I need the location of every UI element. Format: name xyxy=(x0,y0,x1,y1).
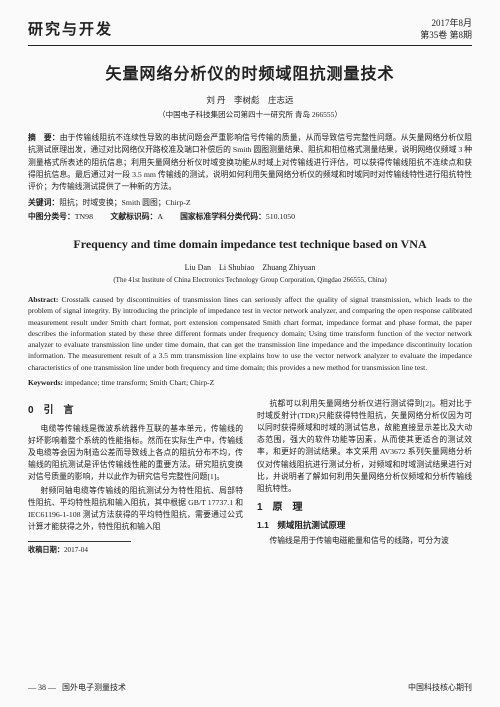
body-columns: 0 引 言 电缆等传输线是微波系统器件互联的基本单元，传输线的好坏影响着整个系统… xyxy=(28,398,472,556)
affiliation-english: (The 41st Institute of China Electronics… xyxy=(28,276,472,284)
footer: — 38 — 国外电子测量技术 中国科技核心期刊 xyxy=(28,682,472,693)
section-name: 研究与开发 xyxy=(28,18,113,39)
footer-left: — 38 — 国外电子测量技术 xyxy=(28,682,126,693)
issue-info: 2017年8月 第35卷 第8期 xyxy=(420,18,472,41)
section-0-para-1: 电缆等传输线是微波系统器件互联的基本单元，传输线的好坏影响着整个系统的性能指标。… xyxy=(28,423,243,483)
section-1-1-head: 1.1 频域阻抗测试原理 xyxy=(257,519,472,532)
page: 研究与开发 2017年8月 第35卷 第8期 矢量网络分析仪的时频域阻抗测量技术… xyxy=(0,0,500,707)
abstract-english: Abstract: Crosstalk caused by discontinu… xyxy=(28,294,472,373)
doc-code-val: A xyxy=(157,212,162,221)
clc-val: TN98 xyxy=(75,212,93,221)
abstract-chinese: 摘 要：由于传输线阻抗不连续性导致的串扰问题会严重影响信号传输的质量，从而导致信… xyxy=(28,132,472,192)
section-1-1-para-1: 传输线是用于传输电磁能量和信号的线路，可分为波 xyxy=(257,535,472,547)
keywords-english: Keywords: impedance; time transform; Smi… xyxy=(28,377,472,388)
doc-code-label: 文献标识码： xyxy=(111,212,158,221)
subject-code-label: 国家标准学科分类代码： xyxy=(180,212,266,221)
volume-issue: 第35卷 第8期 xyxy=(420,30,472,42)
recv-value: 2017-04 xyxy=(64,546,88,554)
abstract-label-en: Abstract: xyxy=(28,295,58,304)
clc-label: 中图分类号： xyxy=(28,212,75,221)
keywords-text-en: impedance; time transform; Smith Chart; … xyxy=(63,378,214,387)
keywords-label-cn: 关键词： xyxy=(28,198,59,207)
section-0-para-2: 射频同轴电缆等传输线的阻抗测试分为特性阻抗、局部特性阻抗、平均特性阻抗和输入阻抗… xyxy=(28,485,243,533)
title-english: Frequency and time domain impedance test… xyxy=(28,237,472,252)
title-chinese: 矢量网络分析仪的时频域阻抗测量技术 xyxy=(28,60,472,84)
authors-english: Liu Dan Li Shubiao Zhuang Zhiyuan xyxy=(28,262,472,273)
classification: 中图分类号：TN98 文献标识码：A 国家标准学科分类代码：510.1050 xyxy=(28,211,472,223)
header: 研究与开发 2017年8月 第35卷 第8期 xyxy=(28,18,472,46)
subject-code-val: 510.1050 xyxy=(266,212,295,221)
abstract-text-cn: 由于传输线阻抗不连续性导致的串扰问题会严重影响信号传输的质量，从而导致信号完整性… xyxy=(28,133,472,190)
section-1-head: 1 原 理 xyxy=(257,500,472,516)
page-number: — 38 — xyxy=(28,683,56,692)
pub-date: 2017年8月 xyxy=(420,18,472,30)
keywords-label-en: Keywords: xyxy=(28,378,63,387)
section-0-para-3: 抗都可以利用矢量网络分析仪进行测试得到[2]。相对比于时域反射计(TDR)只能获… xyxy=(257,398,472,495)
abstract-label-cn: 摘 要： xyxy=(28,133,60,142)
received-date: 收稿日期：2017-04 xyxy=(28,541,131,556)
keywords-chinese: 关键词：阻抗；时域变换；Smith 圆图；Chirp-Z xyxy=(28,197,472,209)
abstract-text-en: Crosstalk caused by discontinuities of t… xyxy=(28,295,472,372)
keywords-text-cn: 阻抗；时域变换；Smith 圆图；Chirp-Z xyxy=(59,198,190,207)
section-0-head: 0 引 言 xyxy=(28,403,243,419)
recv-label: 收稿日期： xyxy=(28,546,64,554)
authors-chinese: 刘 丹 李树彪 庄志远 xyxy=(28,94,472,106)
affiliation-chinese: （中国电子科技集团公司第四十一研究所 青岛 266555） xyxy=(28,109,472,120)
journal-name: 国外电子测量技术 xyxy=(62,682,126,693)
footer-right: 中国科技核心期刊 xyxy=(408,682,472,693)
